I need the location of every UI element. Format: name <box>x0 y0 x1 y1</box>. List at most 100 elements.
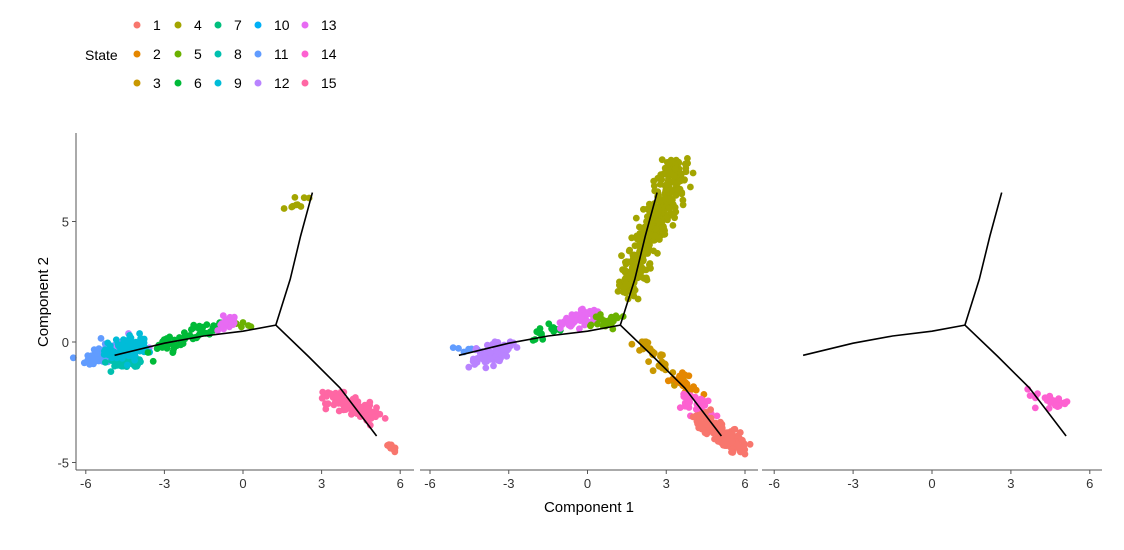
point-state-15 <box>351 397 359 405</box>
point-state-14 <box>704 397 712 405</box>
point-state-4 <box>636 223 643 231</box>
point-state-11 <box>80 359 88 367</box>
point-state-4 <box>625 247 633 255</box>
point-state-9 <box>114 341 122 348</box>
point-state-4 <box>651 211 659 219</box>
legend-label: 13 <box>321 17 337 33</box>
panel-2: -6 -3 0 3 6 <box>420 155 758 491</box>
point-state-4 <box>650 177 658 185</box>
point-state-12 <box>487 348 494 356</box>
point-state-4 <box>650 247 657 255</box>
point-state-15 <box>366 421 374 429</box>
point-state-9 <box>124 337 131 344</box>
point-state-1 <box>717 418 724 426</box>
point-state-4 <box>666 205 673 213</box>
point-state-9 <box>123 361 131 369</box>
point-state-4 <box>630 252 638 260</box>
legend-key-14 <box>301 50 309 58</box>
point-state-3 <box>669 369 677 376</box>
legend-key-2 <box>133 50 141 58</box>
point-state-13 <box>220 325 228 333</box>
x-tick-label: 3 <box>1007 476 1014 491</box>
legend-label: 3 <box>153 75 161 91</box>
points <box>69 194 399 456</box>
x-tick-label: -3 <box>503 476 515 491</box>
legend-title: State <box>85 47 118 63</box>
point-state-4 <box>635 234 642 241</box>
x-tick-label: -6 <box>80 476 92 491</box>
point-state-4 <box>662 186 670 194</box>
point-state-15 <box>381 415 389 422</box>
trajectory-branch-3 <box>275 324 378 437</box>
point-state-8 <box>107 368 115 375</box>
point-state-3 <box>645 358 652 365</box>
point-state-9 <box>132 338 140 346</box>
point-state-4 <box>669 222 677 229</box>
point-state-4 <box>614 288 622 295</box>
point-state-9 <box>140 339 148 347</box>
point-state-13 <box>214 327 222 334</box>
point-state-1 <box>720 439 728 447</box>
point-state-3 <box>646 345 654 352</box>
point-state-4 <box>667 156 675 164</box>
legend-label: 7 <box>234 17 242 33</box>
point-state-1 <box>702 420 710 428</box>
legend-key-5 <box>174 50 182 58</box>
legend-label: 11 <box>274 46 289 62</box>
point-state-6 <box>548 325 555 333</box>
legend-label: 2 <box>153 46 161 62</box>
y-tick-label: 0 <box>62 335 69 350</box>
point-state-4 <box>658 156 666 164</box>
point-state-6 <box>194 324 201 331</box>
point-state-12 <box>465 363 473 371</box>
point-state-9 <box>104 339 112 347</box>
legend-key-4 <box>174 21 182 29</box>
trajectory-branch-1 <box>114 324 276 357</box>
legend-label: 1 <box>153 17 161 33</box>
point-state-13 <box>222 318 229 326</box>
point-state-6 <box>181 329 188 336</box>
point-state-15 <box>332 393 340 401</box>
point-state-12 <box>490 362 497 370</box>
point-state-12 <box>494 356 502 364</box>
point-state-1 <box>707 406 714 413</box>
point-state-15 <box>322 405 330 413</box>
legend-key-8 <box>214 50 222 58</box>
point-state-4 <box>632 214 640 222</box>
point-state-13 <box>219 312 227 319</box>
point-state-4 <box>656 181 664 188</box>
point-state-15 <box>327 390 334 397</box>
point-state-15 <box>333 399 341 406</box>
x-tick-label: 3 <box>663 476 670 491</box>
point-state-1 <box>746 440 754 448</box>
point-state-4 <box>671 165 679 173</box>
point-state-1 <box>728 431 735 439</box>
trajectory-branch-2 <box>275 192 314 326</box>
point-state-6 <box>177 341 185 349</box>
point-state-11 <box>449 344 457 351</box>
x-axis-label: Component 1 <box>544 499 634 516</box>
y-tick-label: 5 <box>62 215 69 230</box>
point-state-12 <box>484 341 491 349</box>
point-state-15 <box>318 394 326 402</box>
point-state-4 <box>642 266 650 274</box>
point-state-1 <box>709 429 717 437</box>
point-state-4 <box>628 234 636 242</box>
trajectory-branch-2 <box>619 192 658 326</box>
x-tick-label: 6 <box>397 476 404 491</box>
panel-1: -6 -3 0 3 6 -5 0 5 <box>57 133 414 491</box>
point-state-4 <box>687 183 694 191</box>
point-state-9 <box>104 351 112 359</box>
point-state-4 <box>666 169 673 177</box>
point-state-9 <box>122 344 130 351</box>
point-state-1 <box>740 442 748 450</box>
legend-key-10 <box>254 21 262 29</box>
facet-panels: -6 -3 0 3 6 -5 0 5 -6 -3 0 3 6 -6 -3 0 3 6 <box>57 133 1102 491</box>
legend-key-9 <box>214 79 222 87</box>
point-state-14 <box>1026 392 1034 399</box>
point-state-1 <box>698 420 705 428</box>
point-state-4 <box>651 232 659 240</box>
trajectory-branch-1 <box>802 324 966 357</box>
point-state-5 <box>587 321 595 329</box>
